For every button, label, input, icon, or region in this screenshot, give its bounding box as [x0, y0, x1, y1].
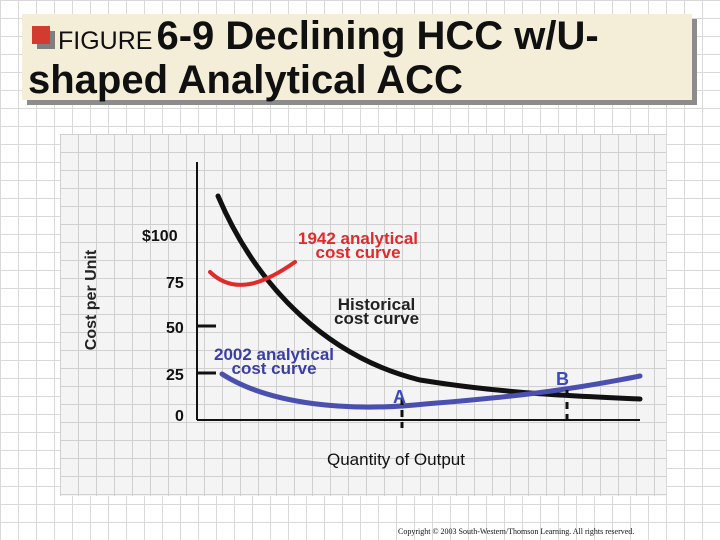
copyright-notice: Copyright © 2003 South-Western/Thomson L… — [398, 527, 635, 536]
label-2002-line1: 2002 analytical — [214, 345, 335, 364]
figure-title-text: 6-9 Declining HCC w/U- — [156, 14, 599, 58]
label-historical: Historical cost curve — [334, 295, 420, 328]
tick-label-25: 25 — [166, 367, 184, 384]
label-2002-analytical: 2002 analytical cost curve — [214, 345, 335, 378]
x-axis-label: Quantity of Output — [327, 450, 465, 469]
label-1942-analytical: 1942 analytical cost curve — [298, 229, 419, 262]
label-1942-line2: cost curve — [315, 243, 401, 262]
tick-label-0: 0 — [175, 408, 184, 425]
label-historical-line1: Historical — [337, 295, 416, 314]
tick-label-50: 50 — [166, 320, 184, 337]
figure-label: FIGURE — [58, 27, 153, 55]
title-banner — [22, 14, 692, 100]
label-2002-line2: cost curve — [231, 359, 317, 378]
figure-title-line1: FIGURE 6-9 Declining HCC w/U- — [58, 16, 599, 56]
figure-title-line2: shaped Analytical ACC — [28, 58, 463, 102]
tick-label-100: $100 — [142, 228, 178, 245]
analytical-2002-cost-curve — [219, 371, 643, 410]
point-b-label: B — [556, 369, 569, 389]
y-axis-label: Cost per Unit — [83, 249, 100, 351]
analytical-1942-cost-curve — [208, 260, 297, 287]
diagram-panel — [60, 134, 666, 496]
title-bullet — [32, 26, 50, 44]
point-a-label: A — [393, 387, 406, 407]
tick-label-75: 75 — [166, 275, 184, 292]
label-1942-line1: 1942 analytical — [298, 229, 419, 248]
label-historical-line2: cost curve — [334, 309, 420, 328]
